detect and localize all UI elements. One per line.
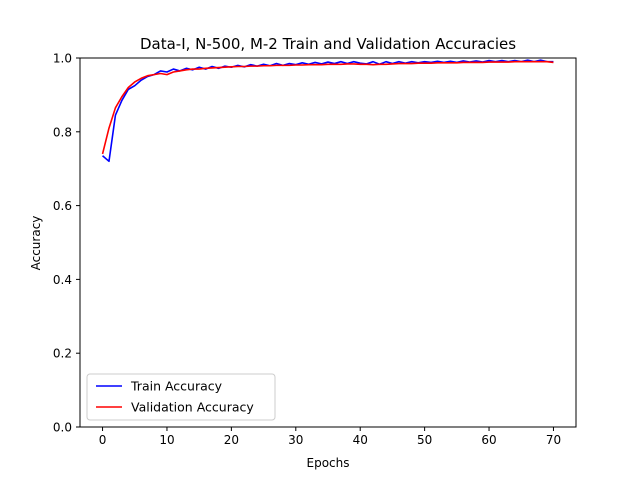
plot-frame bbox=[79, 57, 577, 428]
x-tick-label: 40 bbox=[353, 433, 368, 447]
y-tick-label: 0.8 bbox=[53, 125, 72, 139]
y-tick-label: 0.4 bbox=[53, 273, 72, 287]
legend-label-0: Train Accuracy bbox=[130, 379, 223, 394]
x-tick-label: 30 bbox=[288, 433, 303, 447]
series-line-0 bbox=[102, 59, 554, 163]
y-tick-label: 1.0 bbox=[53, 52, 72, 66]
x-axis: 0 10 20 30 40 50 60 70 bbox=[99, 427, 561, 447]
x-tick-label: 20 bbox=[224, 433, 239, 447]
x-axis-label: Epochs bbox=[307, 456, 350, 470]
chart-title: Data-I, N-500, M-2 Train and Validation … bbox=[140, 35, 516, 53]
x-tick-label: 50 bbox=[417, 433, 432, 447]
y-tick-label: 0.0 bbox=[53, 421, 72, 435]
legend-box bbox=[86, 373, 276, 421]
x-tick-label: 0 bbox=[99, 433, 107, 447]
series-layer bbox=[101, 59, 554, 163]
legend-label-1: Validation Accuracy bbox=[131, 400, 254, 415]
x-tick-label: 70 bbox=[546, 433, 561, 447]
y-axis-label: Accuracy bbox=[29, 216, 43, 271]
legend: Train Accuracy Validation Accuracy bbox=[86, 373, 276, 421]
x-tick-label: 60 bbox=[481, 433, 496, 447]
y-axis: 0.0 0.2 0.4 0.6 0.8 1.0 bbox=[53, 52, 80, 435]
y-tick-label: 0.6 bbox=[53, 199, 72, 213]
x-tick-label: 10 bbox=[159, 433, 174, 447]
y-tick-label: 0.2 bbox=[53, 347, 72, 361]
series-line-1 bbox=[101, 60, 554, 155]
